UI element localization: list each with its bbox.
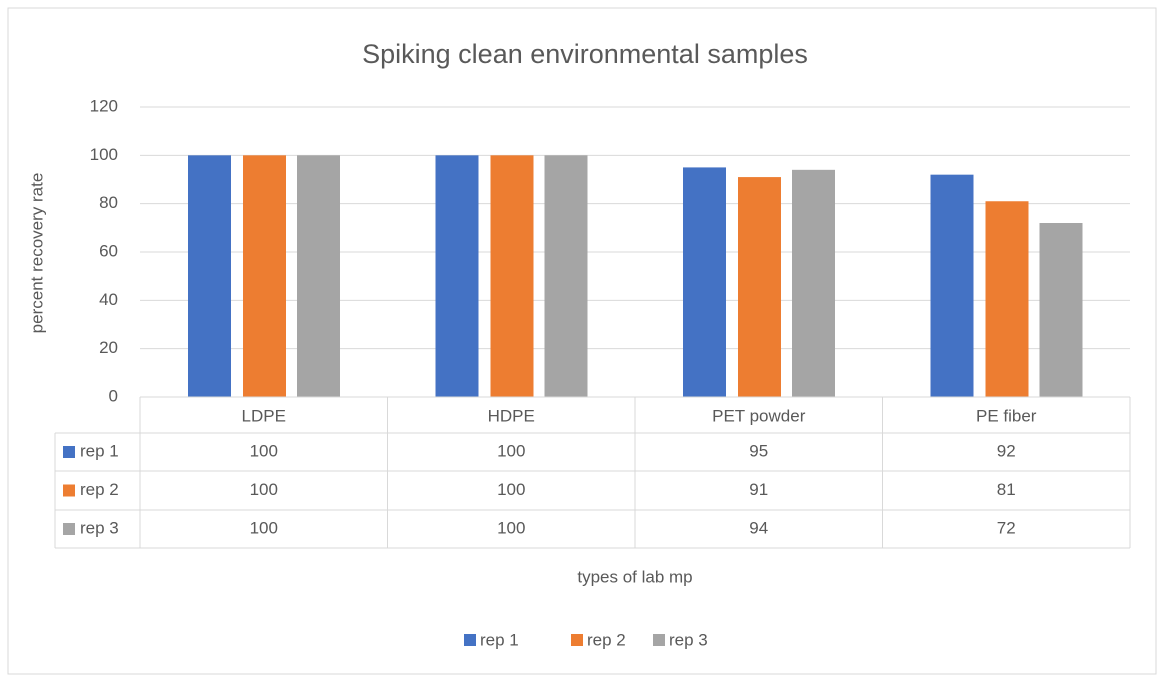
bar: [297, 155, 340, 397]
bar: [930, 174, 974, 397]
bar: [1039, 223, 1083, 397]
table-cell: 100: [250, 480, 278, 499]
legend-label: rep 3: [669, 630, 708, 649]
bar: [738, 177, 781, 397]
table-cell: 81: [997, 480, 1016, 499]
table-series-label: rep 3: [80, 518, 119, 537]
table-legend-key: [63, 523, 75, 535]
y-tick-label: 60: [99, 241, 118, 260]
y-tick-label: 80: [99, 193, 118, 212]
x-tick-label: PE fiber: [976, 406, 1037, 425]
bar: [544, 155, 588, 397]
y-tick-label: 20: [99, 338, 118, 357]
legend-key: [464, 634, 476, 646]
bar: [435, 155, 479, 397]
table-legend-key: [63, 484, 75, 497]
bar: [243, 155, 286, 397]
x-tick-label: HDPE: [488, 406, 535, 425]
table-cell: 95: [749, 441, 768, 460]
table-series-label: rep 2: [80, 480, 119, 499]
bar: [188, 155, 231, 397]
x-axis-label: types of lab mp: [577, 567, 692, 586]
x-tick-label: PET powder: [712, 406, 806, 425]
table-cell: 94: [749, 518, 768, 537]
bar: [490, 155, 534, 397]
bar: [683, 167, 726, 397]
table-cell: 100: [497, 480, 525, 499]
table-cell: 92: [997, 441, 1016, 460]
legend-label: rep 2: [587, 630, 626, 649]
chart-title: Spiking clean environmental samples: [362, 39, 808, 69]
y-tick-label: 120: [90, 96, 118, 115]
table-cell: 72: [997, 518, 1016, 537]
table-cell: 100: [250, 518, 278, 537]
x-tick-label: LDPE: [242, 406, 286, 425]
table-cell: 100: [497, 518, 525, 537]
table-cell: 100: [497, 441, 525, 460]
legend-key: [653, 634, 665, 646]
bar: [985, 201, 1029, 397]
legend-key: [571, 634, 583, 646]
table-cell: 91: [749, 480, 768, 499]
table-legend-key: [63, 446, 75, 458]
legend-label: rep 1: [480, 630, 519, 649]
bar: [792, 169, 835, 397]
y-tick-label: 0: [109, 386, 118, 405]
table-cell: 100: [250, 441, 278, 460]
y-tick-label: 100: [90, 145, 118, 164]
table-series-label: rep 1: [80, 441, 119, 460]
y-tick-label: 40: [99, 290, 118, 309]
y-axis-label: percent recovery rate: [27, 173, 46, 334]
